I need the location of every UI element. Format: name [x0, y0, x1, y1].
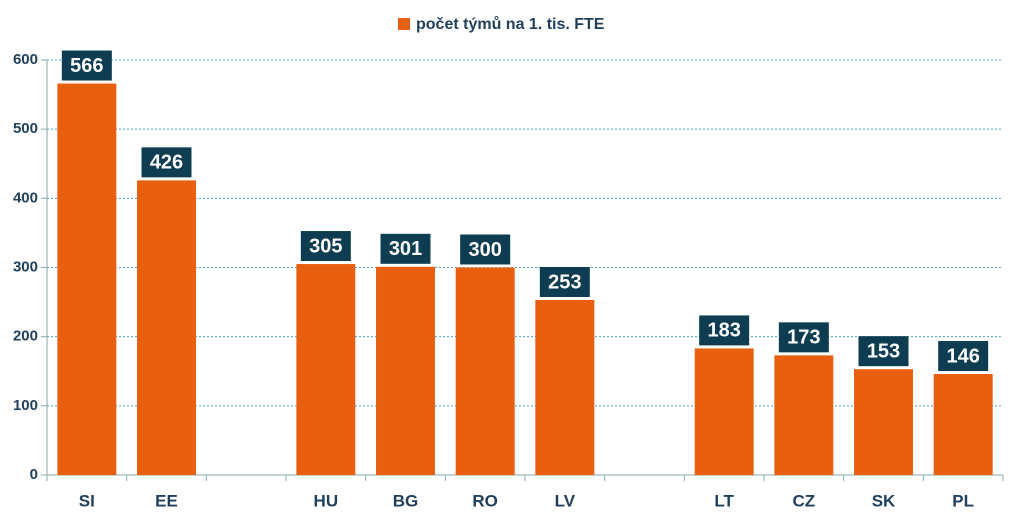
value-label-box [938, 341, 989, 372]
value-label: 566 [70, 55, 103, 77]
x-tick-label: CZ [792, 491, 815, 510]
bar [535, 300, 595, 475]
x-tick-label: EE [155, 491, 178, 510]
bar [694, 348, 754, 475]
y-tick-label: 600 [13, 51, 38, 68]
value-label-box [778, 322, 829, 353]
value-label: 300 [468, 239, 501, 261]
value-label-box [460, 234, 511, 265]
y-tick-label: 500 [13, 120, 38, 137]
y-tick-label: 400 [13, 189, 38, 206]
x-tick-label: PL [952, 491, 974, 510]
value-label-box [61, 50, 112, 81]
value-label-box [699, 315, 750, 346]
value-label: 426 [150, 152, 183, 174]
value-label-box [380, 233, 431, 264]
bar [933, 374, 993, 475]
y-tick-label: 200 [13, 328, 38, 345]
bar [376, 266, 435, 475]
y-tick-label: 0 [30, 466, 38, 483]
value-label: 173 [787, 327, 820, 349]
x-tick-label: HU [314, 491, 339, 510]
x-tick-label: LT [714, 491, 734, 510]
value-label: 183 [707, 320, 740, 342]
legend-label: počet týmů na 1. tis. FTE [416, 16, 605, 33]
value-label: 153 [867, 340, 900, 362]
bar [296, 264, 356, 475]
y-tick-label: 300 [13, 258, 38, 275]
value-label: 146 [946, 345, 979, 367]
bar [455, 267, 515, 475]
value-label: 253 [548, 271, 581, 293]
value-label: 305 [309, 235, 342, 257]
x-tick-label: BG [393, 491, 419, 510]
bar [57, 83, 117, 476]
x-tick-label: SK [872, 491, 896, 510]
x-tick-label: SI [79, 491, 95, 510]
bar [854, 369, 913, 475]
value-label-box [858, 336, 909, 367]
bar [137, 180, 196, 475]
value-label-box [300, 231, 351, 262]
value-label-box [141, 147, 192, 178]
legend-swatch [398, 18, 410, 30]
bar [774, 355, 834, 475]
value-label: 301 [389, 238, 422, 260]
y-tick-label: 100 [13, 397, 38, 414]
x-tick-label: RO [472, 491, 498, 510]
x-tick-label: LV [555, 491, 576, 510]
value-label-box [539, 267, 590, 298]
